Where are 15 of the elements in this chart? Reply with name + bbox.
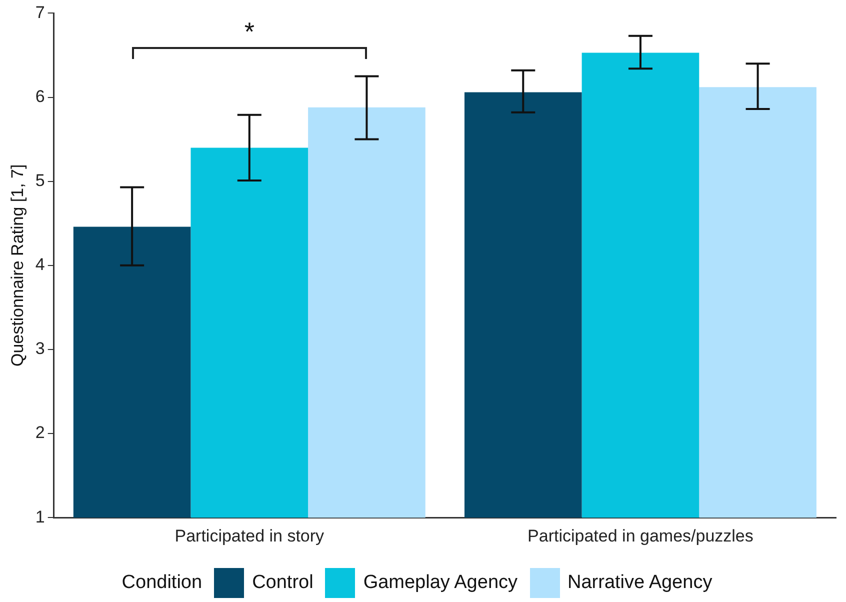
x-tick-label: Participated in story	[174, 526, 325, 546]
y-axis-title: Questionnaire Rating [1, 7]	[8, 164, 27, 367]
legend-title: Condition	[122, 572, 202, 594]
y-tick-label: 3	[35, 339, 45, 358]
x-tick-label: Participated in games/puzzles	[528, 526, 754, 546]
y-tick-label: 4	[35, 255, 45, 274]
y-tick-label: 5	[35, 171, 45, 190]
y-tick-label: 1	[35, 507, 45, 526]
y-tick-label: 7	[35, 2, 45, 22]
y-tick-label: 2	[35, 423, 45, 442]
legend-label: Control	[252, 572, 314, 594]
y-tick-label: 6	[35, 86, 45, 106]
legend-label: Gameplay Agency	[363, 572, 518, 594]
legend-label: Narrative Agency	[568, 572, 712, 594]
annotation: *	[244, 16, 254, 46]
